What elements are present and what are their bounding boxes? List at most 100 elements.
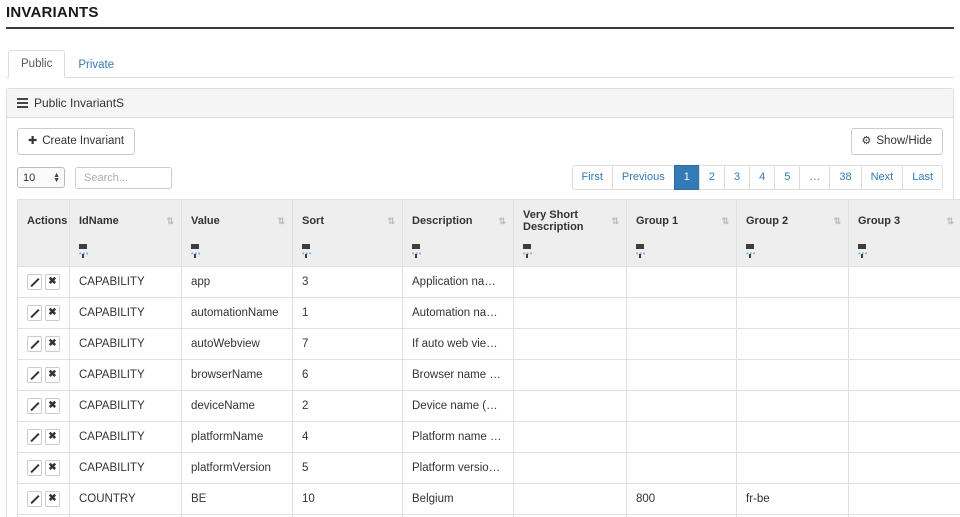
column-label-group-2: Group 2 [746, 215, 789, 227]
filter-icon[interactable] [302, 244, 310, 258]
column-header-group-3[interactable]: Group 3 ⇅ [848, 199, 960, 242]
pencil-icon [30, 433, 39, 442]
filter-dots-icon: ••• [858, 251, 869, 258]
pagination-page-1[interactable]: 1 [673, 165, 699, 190]
edit-row-button[interactable] [27, 460, 42, 476]
cell-value: autoWebview [181, 328, 293, 360]
invariants-panel: Public InvariantS ✚ Create Invariant ⚙ S… [6, 88, 960, 517]
delete-row-button[interactable]: ✖ [45, 429, 60, 445]
delete-row-button[interactable]: ✖ [45, 460, 60, 476]
pagination-previous[interactable]: Previous [611, 165, 674, 190]
filter-cell-sort[interactable]: ••• [292, 242, 403, 267]
create-invariant-button[interactable]: ✚ Create Invariant [17, 128, 136, 155]
pagination-page-2[interactable]: 2 [698, 165, 724, 190]
cell-group3 [848, 328, 960, 360]
show-hide-button[interactable]: ⚙ Show/Hide [850, 128, 943, 155]
filter-icon[interactable] [79, 244, 87, 258]
cell-value: BE [181, 483, 293, 515]
delete-row-button[interactable]: ✖ [45, 274, 60, 290]
delete-row-button[interactable]: ✖ [45, 491, 60, 507]
table-row: ✖ CAPABILITY browserName 6 Browser name (use… [17, 359, 960, 391]
edit-row-button[interactable] [27, 367, 42, 383]
delete-row-button[interactable]: ✖ [45, 367, 60, 383]
filter-icon[interactable] [636, 244, 644, 258]
delete-row-button[interactable]: ✖ [45, 336, 60, 352]
edit-row-button[interactable] [27, 336, 42, 352]
edit-row-button[interactable] [27, 429, 42, 445]
filter-cell-group-3[interactable]: ••• [848, 242, 960, 267]
plus-circle-icon: ✚ [28, 135, 38, 147]
sort-icon[interactable]: ⇅ [833, 215, 840, 226]
cell-description: Device name (useful for A… [402, 390, 514, 422]
pencil-icon [30, 278, 39, 287]
table-row: ✖ CAPABILITY automationName 1 Automation nam… [17, 297, 960, 329]
sort-icon[interactable]: ⇅ [387, 215, 394, 226]
cell-idname: CAPABILITY [69, 328, 182, 360]
controls-row: 10 ▲▼ First Previous 1 2 3 4 5 … 38 Next [17, 165, 943, 190]
filter-cell-value[interactable]: ••• [181, 242, 293, 267]
sort-icon[interactable]: ⇅ [946, 215, 953, 226]
search-input[interactable] [75, 166, 172, 189]
column-header-very-short-description[interactable]: Very Short Description ⇅ [513, 199, 627, 242]
filter-icon[interactable] [191, 244, 199, 258]
column-label-very-short-description: Very Short Description [523, 209, 584, 233]
pagination-page-3[interactable]: 3 [723, 165, 750, 190]
cell-sort: 3 [292, 266, 403, 298]
cell-value: deviceName [181, 390, 293, 422]
sort-icon[interactable]: ⇅ [498, 215, 505, 226]
column-header-description[interactable]: Description ⇅ [402, 199, 514, 242]
column-header-idname[interactable]: IdName ⇅ [69, 199, 182, 242]
delete-row-button[interactable]: ✖ [45, 398, 60, 414]
column-header-value[interactable]: Value ⇅ [181, 199, 293, 242]
filter-icon[interactable] [746, 244, 754, 258]
header-row: Actions IdName ⇅ Value ⇅ Sort ⇅ [17, 199, 960, 242]
pagination-page-5[interactable]: 5 [774, 165, 800, 190]
cell-group3 [848, 297, 960, 329]
column-header-sort[interactable]: Sort ⇅ [292, 199, 403, 242]
edit-row-button[interactable] [27, 305, 42, 321]
edit-row-button[interactable] [27, 398, 42, 414]
filter-cell-description[interactable]: ••• [402, 242, 514, 267]
sort-icon[interactable]: ⇅ [611, 215, 618, 226]
filter-row: ••• ••• ••• ••• [17, 242, 960, 267]
filter-dots-icon: ••• [191, 251, 202, 258]
filter-icon[interactable] [858, 244, 866, 258]
table-row: ✖ CAPABILITY deviceName 2 Device name (usefu… [17, 390, 960, 422]
spinner-arrows-icon: ▲ ▼ [53, 171, 60, 184]
cell-group1: 800 [626, 483, 737, 515]
pagination-page-38[interactable]: 38 [829, 165, 861, 190]
pagination-page-4[interactable]: 4 [749, 165, 775, 190]
filter-cell-group-2[interactable]: ••• [736, 242, 849, 267]
column-label-actions: Actions [27, 215, 68, 227]
pagination-next[interactable]: Next [860, 165, 903, 190]
filter-cell-very-short-description[interactable]: ••• [513, 242, 627, 267]
sort-icon[interactable]: ⇅ [721, 215, 728, 226]
filter-cell-group-1[interactable]: ••• [626, 242, 737, 267]
filter-cell-idname[interactable]: ••• [69, 242, 182, 267]
filter-icon[interactable] [523, 244, 531, 258]
cell-group3 [848, 359, 960, 391]
tab-public[interactable]: Public [8, 50, 66, 78]
edit-row-button[interactable] [27, 274, 42, 290]
cell-group3 [848, 514, 960, 517]
column-header-group-2[interactable]: Group 2 ⇅ [736, 199, 849, 242]
pagination-last[interactable]: Last [902, 165, 943, 190]
delete-row-button[interactable]: ✖ [45, 305, 60, 321]
row-actions-cell: ✖ [17, 390, 70, 422]
sort-icon[interactable]: ⇅ [166, 215, 173, 226]
tab-private[interactable]: Private [65, 51, 127, 78]
column-header-group-1[interactable]: Group 1 ⇅ [626, 199, 737, 242]
x-icon: ✖ [48, 493, 57, 504]
x-icon: ✖ [48, 400, 57, 411]
pagination-first[interactable]: First [571, 165, 612, 190]
sort-icon[interactable]: ⇅ [277, 215, 284, 226]
x-icon: ✖ [48, 462, 57, 473]
filter-icon[interactable] [412, 244, 420, 258]
gear-icon: ⚙ [861, 135, 872, 147]
edit-row-button[interactable] [27, 491, 42, 507]
cell-idname: CAPABILITY [69, 297, 182, 329]
page-length-select[interactable]: 10 ▲ ▼ [17, 167, 65, 188]
invariants-table: Actions IdName ⇅ Value ⇅ Sort ⇅ [17, 199, 960, 517]
filter-dots-icon: ••• [523, 251, 534, 258]
cell-very-short-description [513, 266, 627, 298]
